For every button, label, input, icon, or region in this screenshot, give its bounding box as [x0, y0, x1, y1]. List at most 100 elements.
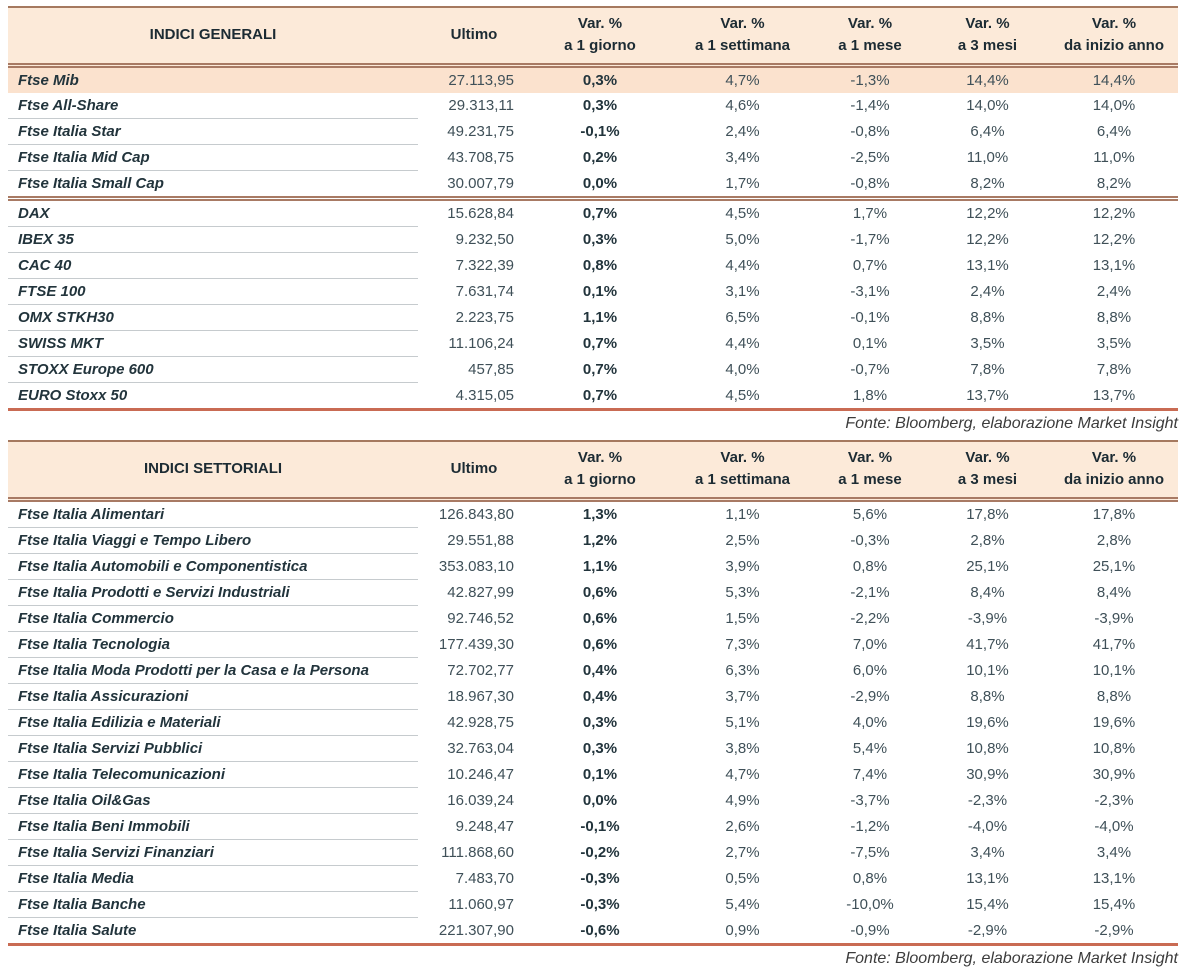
- var-pct-cell-2: 7,4%: [852, 766, 888, 783]
- var-pct-cell-1: 2,5%: [725, 532, 760, 549]
- var-pct-cell-3: 3,4%: [970, 844, 1005, 861]
- last-value-cell: 49.231,75: [447, 123, 514, 140]
- var-pct-cell-4: -3,9%: [1094, 610, 1134, 627]
- var-pct-cell-2: -1,4%: [850, 97, 890, 115]
- var-label: Var. %: [1091, 15, 1137, 32]
- index-name-cell: CAC 40: [8, 252, 418, 279]
- index-name-cell: Ftse Italia Media: [8, 865, 418, 892]
- var-pct-cell-3: 8,2%: [925, 170, 1050, 201]
- var-pct-cell-4: 8,8%: [1096, 688, 1132, 705]
- var-pct-cell-2: 7,0%: [852, 636, 888, 653]
- sector-table-header: INDICI SETTORIALI Ultimo Var. % a 1 gior…: [8, 440, 1178, 502]
- var-pct-cell-2: -2,2%: [850, 610, 890, 627]
- var-pct-cell-3: 12,2%: [966, 205, 1009, 223]
- var-pct-cell-4: 10,1%: [1092, 662, 1136, 679]
- var-pct-cell-2: 4,0%: [852, 714, 888, 731]
- index-name-cell: OMX STKH30: [8, 304, 418, 331]
- var-pct-cell-1: 3,4%: [725, 149, 760, 166]
- last-value-cell: 221.307,90: [438, 921, 514, 939]
- table-row: Ftse Italia Media 7.483,70 -0,3% 0,5% 0,8% 13…: [8, 865, 1178, 892]
- table-row: Ftse Italia Assicurazioni 18.967,30 0,4% 3,…: [8, 683, 1178, 710]
- table-row: Ftse All-Share 29.313,11 0,3% 4,6% -1,4% 14,0…: [8, 93, 1178, 119]
- table-row: Ftse Italia Star 49.231,75 -0,1% 2,4% -0,8% 6…: [8, 118, 1178, 145]
- var-pct-cell-2: -1,2%: [850, 818, 890, 835]
- var-pct-cell-4: 13,7%: [1092, 386, 1136, 404]
- last-value-cell: 9.232,50: [455, 231, 514, 248]
- last-value-cell: 72.702,77: [447, 662, 514, 679]
- var-pct-cell-4: -2,3%: [1094, 792, 1134, 809]
- last-value-cell: 42.928,75: [447, 714, 514, 731]
- var-pct-cell-4: -4,0%: [1094, 818, 1134, 835]
- col-header-ultimo: Ultimo: [418, 6, 530, 68]
- var-pct-cell-4: 13,1%: [1092, 870, 1136, 887]
- index-name-cell: IBEX 35: [8, 226, 418, 253]
- var-pct-cell-2: -0,3%: [850, 532, 890, 549]
- var-pct-cell-3: 13,1%: [966, 257, 1009, 274]
- var-pct-cell-4: 10,8%: [1092, 740, 1136, 757]
- var-pct-cell-1: 4,4%: [725, 335, 760, 352]
- var-pct-cell-2: 6,0%: [852, 662, 888, 679]
- var-pct-cell-3: 13,7%: [966, 386, 1009, 404]
- table-row: Ftse Italia Small Cap 30.007,79 0,0% 1,7% -0…: [8, 170, 1178, 201]
- var-pct-cell-1: 3,1%: [725, 283, 760, 300]
- var-pct-cell-1: 4,4%: [725, 257, 760, 274]
- var-pct-cell-1: 3,7%: [725, 688, 760, 705]
- var-label: Var. %: [577, 449, 623, 466]
- var-pct-cell-3: 8,8%: [970, 688, 1005, 705]
- index-name-cell: Ftse Italia Beni Immobili: [8, 813, 418, 840]
- var-pct-cell-0: 0,3%: [582, 231, 618, 248]
- var-pct-cell-0: 0,7%: [582, 386, 618, 404]
- var-pct-cell-2: -0,1%: [850, 309, 890, 326]
- var-pct-cell-4: 3,4%: [1096, 844, 1132, 861]
- col-header-ultimo: Ultimo: [418, 440, 530, 502]
- var-pct-cell-0: 0,3%: [530, 65, 670, 93]
- var-pct-cell-0: -0,3%: [580, 870, 620, 887]
- var-pct-cell-3: 2,8%: [970, 532, 1005, 549]
- var-pct-cell-0: 0,7%: [582, 205, 618, 223]
- period-label: a 1 settimana: [694, 37, 791, 54]
- var-pct-cell-4: 13,1%: [1092, 257, 1136, 274]
- var-pct-cell-2: 0,7%: [852, 257, 888, 274]
- table-row: Ftse Italia Beni Immobili 9.248,47 -0,1% 2,…: [8, 813, 1178, 840]
- col-header-var-1-giorno: Var. % a 1 giorno: [530, 440, 670, 502]
- var-pct-cell-1: 1,1%: [725, 506, 760, 524]
- var-pct-cell-2: -0,8%: [850, 123, 890, 140]
- var-pct-cell-3: 3,5%: [970, 335, 1005, 352]
- var-pct-cell-4: 17,8%: [1092, 506, 1136, 524]
- last-value-cell: 11.106,24: [448, 335, 514, 352]
- var-pct-cell-1: 5,1%: [725, 714, 760, 731]
- var-pct-cell-0: 0,6%: [582, 636, 618, 653]
- last-value-cell: 32.763,04: [447, 740, 514, 757]
- var-pct-cell-2: 0,8%: [852, 870, 888, 887]
- period-label: a 3 mesi: [957, 471, 1018, 488]
- var-pct-cell-4: 30,9%: [1092, 766, 1136, 783]
- var-pct-cell-3: -4,0%: [967, 818, 1008, 835]
- var-pct-cell-2: 0,1%: [852, 335, 888, 352]
- table-row: Ftse Italia Banche 11.060,97 -0,3% 5,4% -10,…: [8, 891, 1178, 918]
- period-label: da inizio anno: [1064, 471, 1164, 488]
- var-pct-cell-1: 5,0%: [725, 231, 760, 248]
- last-value-cell: 27.113,95: [418, 65, 530, 93]
- var-pct-cell-0: 0,2%: [582, 149, 618, 166]
- var-pct-cell-3: 11,0%: [966, 149, 1009, 166]
- col-header-var-3-mesi: Var. % a 3 mesi: [925, 440, 1050, 502]
- var-pct-cell-3: 6,4%: [970, 123, 1005, 140]
- var-pct-cell-2: -1,3%: [815, 65, 925, 93]
- table-row: Ftse Italia Salute 221.307,90 -0,6% 0,9% -0,…: [8, 918, 1178, 945]
- table-row: FTSE 100 7.631,74 0,1% 3,1% -3,1% 2,4% 2,4%: [8, 278, 1178, 305]
- var-pct-cell-1: 6,5%: [725, 309, 760, 326]
- index-name-cell: Ftse Italia Telecomunicazioni: [8, 761, 418, 788]
- var-pct-cell-4: 14,0%: [1092, 97, 1136, 115]
- var-label: Var. %: [847, 449, 893, 466]
- table-row: IBEX 35 9.232,50 0,3% 5,0% -1,7% 12,2% 12,2%: [8, 226, 1178, 253]
- last-value-cell: 7.322,39: [455, 257, 514, 274]
- last-value-cell: 2.223,75: [455, 309, 514, 326]
- index-name-cell: Ftse Mib: [8, 65, 418, 93]
- var-pct-cell-1: 5,3%: [725, 584, 760, 601]
- sector-indices-table: INDICI SETTORIALI Ultimo Var. % a 1 gior…: [8, 440, 1178, 946]
- index-name-cell: SWISS MKT: [8, 330, 418, 357]
- var-pct-cell-3: 30,9%: [966, 766, 1009, 783]
- var-pct-cell-2: 5,6%: [852, 506, 888, 524]
- var-pct-cell-2: 1,7%: [852, 205, 888, 223]
